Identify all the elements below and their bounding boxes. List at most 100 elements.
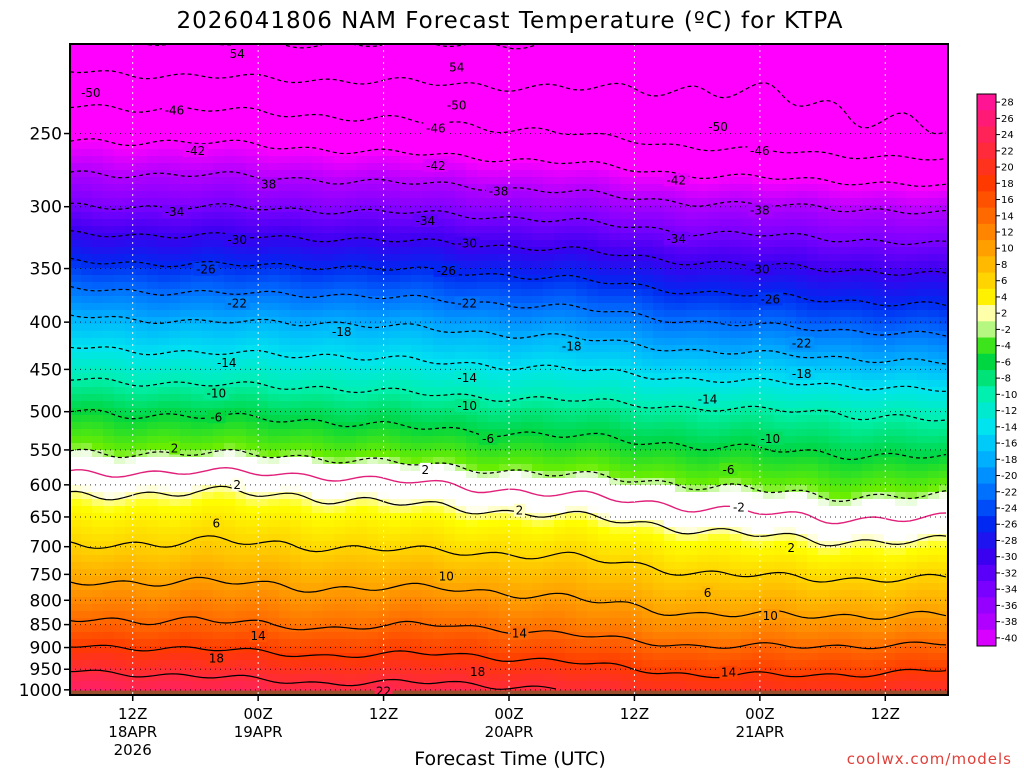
field-cell (554, 646, 566, 654)
field-cell (246, 681, 258, 689)
field-cell (411, 317, 423, 325)
field-cell (158, 289, 170, 297)
field-cell (301, 212, 313, 220)
field-cell (510, 394, 522, 402)
field-cell (147, 583, 159, 591)
field-cell (620, 373, 632, 381)
field-cell (488, 660, 500, 668)
field-cell (378, 471, 390, 479)
field-cell (521, 401, 533, 409)
field-cell (389, 142, 401, 150)
field-cell (92, 233, 104, 241)
field-cell (213, 541, 225, 549)
field-cell (202, 65, 214, 73)
field-cell (609, 58, 621, 66)
field-cell (92, 576, 104, 584)
field-cell (576, 135, 588, 143)
field-cell (598, 408, 610, 416)
field-cell (224, 338, 236, 346)
field-cell (411, 457, 423, 465)
field-cell (653, 121, 665, 129)
field-cell (224, 142, 236, 150)
field-cell (356, 485, 368, 493)
field-cell (554, 128, 566, 136)
field-cell (433, 142, 445, 150)
field-cell (301, 506, 313, 514)
field-cell (422, 506, 434, 514)
field-cell (521, 667, 533, 675)
field-cell (125, 212, 137, 220)
field-cell (609, 464, 621, 472)
field-cell (631, 485, 643, 493)
field-cell (554, 541, 566, 549)
field-cell (158, 128, 170, 136)
field-cell (103, 142, 115, 150)
field-cell (81, 72, 93, 80)
field-cell (81, 625, 93, 633)
field-cell (246, 485, 258, 493)
field-cell (532, 86, 544, 94)
field-cell (642, 478, 654, 486)
field-cell (642, 625, 654, 633)
field-cell (279, 240, 291, 248)
field-cell (499, 107, 511, 115)
field-cell (598, 485, 610, 493)
field-cell (521, 590, 533, 598)
field-cell (367, 653, 379, 661)
field-cell (653, 478, 665, 486)
field-cell (620, 541, 632, 549)
field-cell (620, 247, 632, 255)
field-cell (455, 338, 467, 346)
field-cell (81, 198, 93, 206)
field-cell (224, 170, 236, 178)
field-cell (543, 506, 555, 514)
field-cell (609, 387, 621, 395)
field-cell (224, 289, 236, 297)
field-cell (466, 499, 478, 507)
field-cell (92, 289, 104, 297)
field-cell (224, 408, 236, 416)
field-cell (345, 184, 357, 192)
field-cell (103, 632, 115, 640)
field-cell (477, 534, 489, 542)
field-cell (389, 191, 401, 199)
field-cell (103, 436, 115, 444)
field-cell (246, 639, 258, 647)
field-cell (499, 562, 511, 570)
field-cell (70, 499, 82, 507)
field-cell (411, 387, 423, 395)
field-cell (642, 373, 654, 381)
field-cell (268, 422, 280, 430)
field-cell (103, 233, 115, 241)
field-cell (620, 198, 632, 206)
field-cell (499, 478, 511, 486)
field-cell (92, 562, 104, 570)
field-cell (521, 513, 533, 521)
field-cell (147, 681, 159, 689)
field-cell (224, 415, 236, 423)
field-cell (477, 170, 489, 178)
field-cell (422, 436, 434, 444)
field-cell (323, 373, 335, 381)
field-cell (532, 646, 544, 654)
field-cell (422, 51, 434, 59)
field-cell (499, 450, 511, 458)
field-cell (433, 72, 445, 80)
field-cell (488, 443, 500, 451)
field-cell (279, 51, 291, 59)
field-cell (367, 534, 379, 542)
field-cell (543, 289, 555, 297)
field-cell (312, 646, 324, 654)
field-cell (466, 646, 478, 654)
field-cell (147, 296, 159, 304)
field-cell (466, 65, 478, 73)
field-cell (631, 387, 643, 395)
field-cell (532, 373, 544, 381)
field-cell (356, 310, 368, 318)
field-cell (92, 443, 104, 451)
field-cell (312, 177, 324, 185)
field-cell (213, 261, 225, 269)
field-cell (587, 142, 599, 150)
field-cell (631, 65, 643, 73)
field-cell (477, 142, 489, 150)
